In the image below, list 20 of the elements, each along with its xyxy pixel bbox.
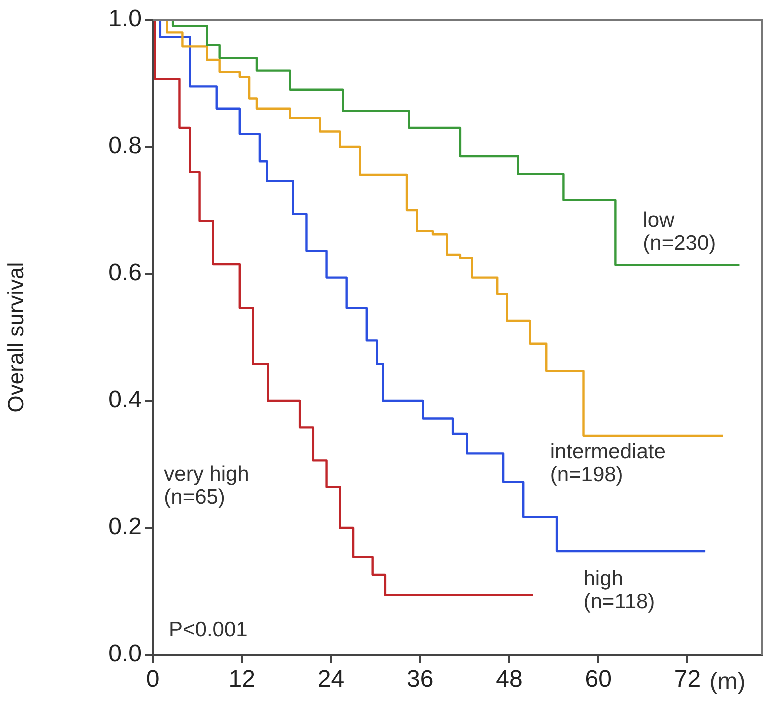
x-tick-label: 60 [585, 666, 612, 694]
y-axis-title: Overall survival [3, 262, 28, 413]
series-label: high (n=118) [584, 568, 656, 614]
x-tick-label: 36 [407, 666, 434, 694]
y-tick-label: 0.8 [108, 132, 142, 160]
annotation: P<0.001 [169, 618, 248, 642]
x-tick-label: 24 [318, 666, 345, 694]
y-tick-label: 1.0 [108, 6, 142, 33]
x-tick-label: 12 [228, 666, 256, 694]
y-tick-label: 0.2 [108, 514, 142, 541]
y-tick-label: 0.4 [108, 386, 142, 414]
x-tick-label: 72 [674, 666, 702, 694]
y-tick-label: 0.0 [108, 640, 142, 668]
x-tick-label: 48 [496, 666, 523, 694]
x-axis-title: (m) [710, 668, 746, 696]
text: very high (n=65) [164, 462, 250, 509]
x-tick-label: 0 [146, 666, 160, 694]
y-tick-label: 0.6 [108, 260, 142, 287]
series-label: low (n=230) [643, 208, 716, 255]
series-label: intermediate (n=198) [550, 440, 666, 487]
